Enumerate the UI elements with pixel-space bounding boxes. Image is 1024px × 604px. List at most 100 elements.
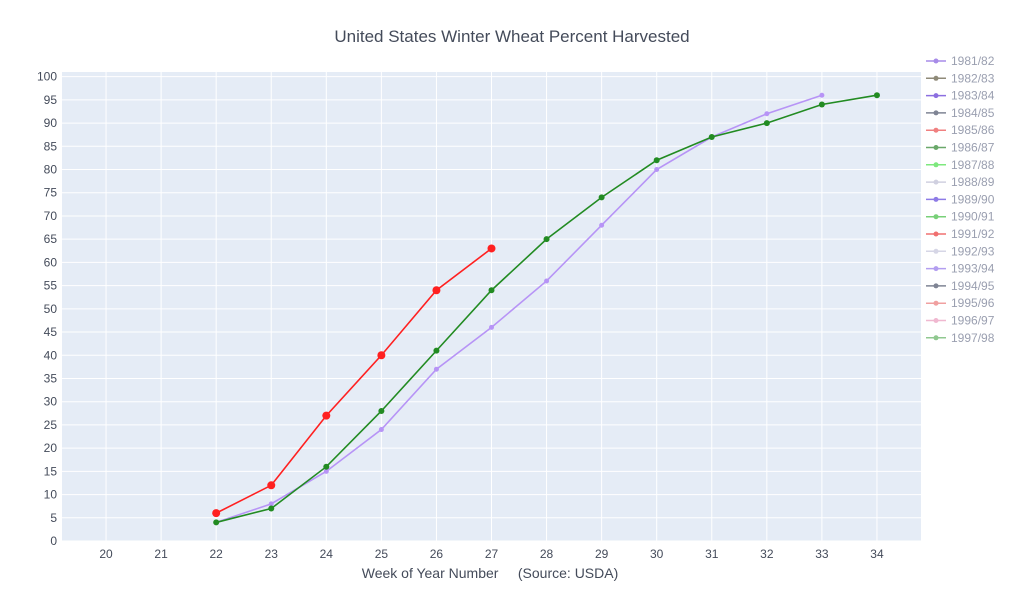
x-tick-label: 26 [430,547,444,561]
data-point[interactable] [378,427,384,433]
legend-item[interactable]: 1986/87 [926,141,995,155]
data-point[interactable] [268,505,275,512]
y-tick-label: 95 [44,93,58,107]
y-tick-label: 45 [44,325,58,339]
y-tick-label: 30 [44,395,58,409]
y-tick-label: 80 [44,163,58,177]
y-tick-label: 60 [44,255,58,269]
data-point[interactable] [268,501,274,507]
legend-label: 1995/96 [951,296,995,310]
x-tick-label: 32 [760,547,774,561]
y-tick-label: 85 [44,139,58,153]
legend-swatch-marker [933,335,939,341]
x-tick-label: 23 [265,547,279,561]
legend-item[interactable]: 1994/95 [926,279,995,293]
data-point[interactable] [323,468,329,474]
data-point[interactable] [433,347,440,354]
series-line [215,94,823,524]
data-point[interactable] [213,519,220,526]
legend-swatch-marker [933,110,939,116]
legend-item[interactable]: 1985/86 [926,123,995,137]
y-tick-label: 100 [37,70,57,84]
legend-item[interactable]: 1991/92 [926,227,995,241]
data-point[interactable] [378,407,385,414]
x-tick-label: 21 [154,547,168,561]
y-tick-label: 65 [44,232,58,246]
y-tick-label: 10 [44,488,58,502]
data-point[interactable] [764,111,770,117]
x-tick-label: 27 [485,547,499,561]
y-tick-label: 70 [44,209,58,223]
legend-item[interactable]: 1983/84 [926,89,995,103]
series-layer [212,92,880,526]
data-point[interactable] [432,286,441,295]
y-tick-label: 25 [44,418,58,432]
data-point[interactable] [873,92,880,99]
x-tick-label: 31 [705,547,719,561]
data-point[interactable] [488,287,495,294]
y-tick-label: 35 [44,371,58,385]
legend-label: 1994/95 [951,279,995,293]
x-tick-label: 24 [320,547,334,561]
data-point[interactable] [653,157,660,164]
y-tick-label: 5 [50,511,57,525]
data-point[interactable] [654,167,660,173]
legend-item[interactable]: 1997/98 [926,331,995,345]
data-point[interactable] [323,463,330,470]
legend-label: 1993/94 [951,262,995,276]
legend-swatch-marker [933,93,939,99]
data-point[interactable] [598,194,605,201]
data-point[interactable] [599,222,605,228]
data-point[interactable] [212,509,221,518]
grid-lines [62,72,921,542]
legend-item[interactable]: 1992/93 [926,244,995,258]
legend-item[interactable]: 1996/97 [926,314,995,328]
y-tick-label: 20 [44,441,58,455]
legend-item[interactable]: 1987/88 [926,158,995,172]
legend-swatch-marker [933,179,939,185]
legend-item[interactable]: 1995/96 [926,296,995,310]
legend-item[interactable]: 1982/83 [926,71,995,85]
x-tick-label: 30 [650,547,664,561]
data-point[interactable] [487,244,496,253]
legend-item[interactable]: 1990/91 [926,210,995,224]
legend-swatch-marker [933,145,939,150]
legend-label: 1989/90 [951,192,995,206]
data-point[interactable] [322,411,331,420]
data-point[interactable] [708,134,715,141]
data-point[interactable] [544,278,550,284]
series-3 [212,244,496,518]
legend[interactable]: 1981/82 1982/83 1983/84 1984/85 1985/86 1986/… [926,54,995,345]
legend-swatch-marker [933,231,939,237]
data-point[interactable] [818,101,825,108]
x-tick-label: 28 [540,547,554,561]
x-axis-ticks: 20 21 22 23 24 25 26 27 28 29 30 31 32 33 34 [99,547,884,561]
x-axis-title: Week of Year Number (Source: USDA) [362,565,619,581]
data-point[interactable] [377,351,386,360]
data-point[interactable] [819,92,825,98]
legend-item[interactable]: 1988/89 [926,175,995,189]
data-point[interactable] [267,481,276,490]
x-tick-label: 25 [375,547,389,561]
data-point[interactable] [763,120,770,127]
data-point[interactable] [433,366,439,372]
series-2 [213,92,880,526]
x-tick-label: 33 [815,547,829,561]
legend-label: 1988/89 [951,175,995,189]
y-tick-label: 50 [44,302,58,316]
x-tick-label: 29 [595,547,609,561]
legend-item[interactable]: 1993/94 [926,262,995,276]
data-point[interactable] [543,236,550,243]
legend-item[interactable]: 1989/90 [926,192,995,206]
legend-label: 1991/92 [951,227,995,241]
legend-swatch-marker [933,283,939,289]
legend-item[interactable]: 1984/85 [926,106,995,120]
legend-swatch-marker [933,162,939,168]
legend-swatch-marker [933,127,939,133]
chart-title: United States Winter Wheat Percent Harve… [334,27,689,46]
legend-label: 1992/93 [951,244,995,258]
legend-item[interactable]: 1981/82 [926,54,995,68]
legend-swatch-marker [933,266,939,272]
data-point[interactable] [489,324,494,330]
